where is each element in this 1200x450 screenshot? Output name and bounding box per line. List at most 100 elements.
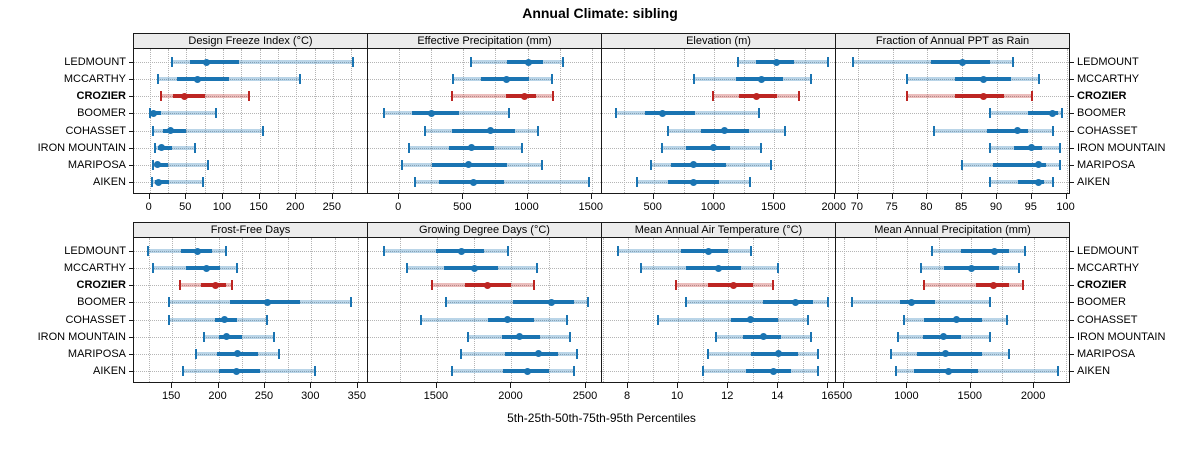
- percentile-band-5-95: [923, 283, 1023, 288]
- whisker-cap-p5: [151, 159, 154, 170]
- whisker-cap-p5: [150, 177, 153, 188]
- panel: [367, 237, 602, 383]
- whisker-cap-p5: [151, 263, 154, 274]
- gridline-vertical: [277, 49, 279, 193]
- whisker-cap-p5: [714, 331, 717, 342]
- percentile-band-25-75: [645, 111, 695, 116]
- whisker-cap-p5: [168, 297, 171, 308]
- whisker-cap-p5: [692, 74, 695, 85]
- gridline-vertical: [970, 238, 972, 382]
- y-axis-tick-right: [1070, 96, 1074, 98]
- gridline-vertical: [962, 49, 964, 193]
- gridline-vertical: [939, 238, 941, 382]
- x-axis-tick-label: 500: [833, 390, 853, 402]
- percentile-band-25-75: [162, 128, 187, 133]
- median-dot: [941, 350, 949, 358]
- gridline-vertical: [172, 238, 174, 382]
- gridline-vertical: [436, 238, 438, 382]
- whisker-cap-p5: [406, 263, 409, 274]
- y-axis-tick-left: [129, 319, 133, 321]
- gridline-vertical: [167, 49, 169, 193]
- median-dot: [149, 109, 157, 117]
- gridline-horizontal: [134, 285, 367, 287]
- whisker-cap-p95: [749, 246, 752, 256]
- gridline-vertical: [474, 238, 476, 382]
- whisker-cap-p5: [905, 74, 908, 85]
- whisker-cap-p5: [159, 91, 162, 102]
- site-label-left: MCCARTHY: [63, 73, 126, 86]
- whisker-cap-p95: [749, 177, 752, 188]
- percentile-band-25-75: [730, 317, 779, 322]
- gridline-horizontal: [368, 353, 601, 355]
- x-axis-tick: [263, 383, 265, 388]
- x-axis-tick: [906, 383, 908, 388]
- x-axis-tick: [398, 194, 400, 199]
- x-axis-tick-label: 500: [643, 201, 662, 213]
- gridline-vertical: [296, 49, 298, 193]
- median-dot: [220, 316, 228, 324]
- gridline-vertical: [586, 238, 588, 382]
- whisker-cap-p5: [889, 348, 892, 359]
- site-label-right: IRON MOUNTAIN: [1077, 330, 1166, 343]
- gridline-horizontal: [134, 268, 367, 270]
- whisker-cap-p95: [798, 91, 801, 102]
- median-dot: [471, 264, 479, 272]
- site-label-right: BOOMER: [1077, 296, 1126, 309]
- site-label-right: COHASSET: [1077, 313, 1138, 326]
- percentile-band-5-95: [685, 300, 829, 305]
- whisker-cap-p95: [576, 348, 579, 359]
- y-axis-tick-left: [129, 113, 133, 115]
- y-axis-tick-right: [1070, 302, 1074, 304]
- x-axis-tick: [331, 194, 333, 199]
- whisker-cap-p5: [667, 125, 670, 136]
- x-axis-tick: [891, 194, 893, 199]
- gridline-vertical: [927, 49, 929, 193]
- median-dot: [757, 75, 765, 83]
- gridline-vertical: [259, 49, 261, 193]
- gridline-horizontal: [602, 113, 835, 115]
- whisker-cap-p95: [817, 366, 820, 377]
- percentile-band-25-75: [177, 77, 229, 82]
- whisker-cap-p5: [905, 91, 908, 102]
- panel-title: Design Freeze Index (°C): [133, 33, 368, 49]
- site-label-left: BOOMER: [77, 296, 126, 309]
- x-axis-tick: [258, 194, 260, 199]
- site-label-left: COHASSET: [65, 124, 126, 137]
- site-label-left: AIKEN: [92, 176, 126, 189]
- whisker-cap-p95: [1058, 142, 1061, 153]
- gridline-vertical: [334, 238, 336, 382]
- whisker-cap-p95: [1058, 159, 1061, 170]
- median-dot: [157, 144, 165, 152]
- y-axis-tick-left: [129, 130, 133, 132]
- x-axis-tick: [1065, 194, 1067, 199]
- x-axis-tick: [221, 194, 223, 199]
- percentile-band-5-95: [160, 94, 249, 99]
- median-dot: [193, 75, 201, 83]
- percentile-band-25-75: [993, 162, 1046, 167]
- median-dot: [525, 58, 533, 66]
- whisker-cap-p95: [314, 366, 317, 377]
- whisker-cap-p5: [450, 366, 453, 377]
- site-label-left: LEDMOUNT: [64, 245, 126, 257]
- whisker-cap-p95: [224, 246, 227, 256]
- median-dot: [991, 247, 999, 255]
- x-axis-tick: [856, 194, 858, 199]
- site-label-left: MARIPOSA: [67, 158, 126, 171]
- x-axis-tick: [926, 194, 928, 199]
- median-dot: [233, 350, 241, 358]
- gridline-vertical: [1034, 238, 1036, 382]
- whisker-cap-p5: [989, 177, 991, 188]
- whisker-cap-p95: [1051, 125, 1054, 136]
- whisker-cap-p95: [568, 331, 571, 342]
- percentile-band-25-75: [986, 128, 1029, 133]
- whisker-cap-p5: [635, 177, 638, 188]
- whisker-cap-p95: [202, 177, 205, 188]
- gridline-vertical: [351, 49, 353, 193]
- chart-title: Annual Climate: sibling: [522, 5, 678, 21]
- gridline-vertical: [527, 49, 529, 193]
- x-axis-tick-label: 1000: [894, 390, 919, 402]
- whisker-cap-p95: [1005, 314, 1008, 325]
- percentile-band-25-75: [189, 60, 240, 64]
- x-axis-tick: [356, 383, 358, 388]
- y-axis-tick-right: [1070, 371, 1074, 373]
